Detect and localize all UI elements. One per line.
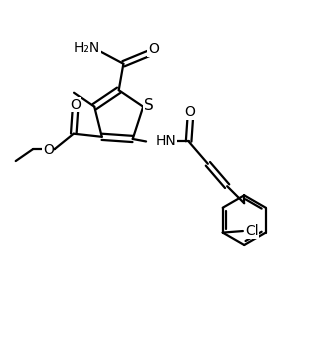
Text: O: O xyxy=(70,98,81,111)
Text: O: O xyxy=(148,42,159,56)
Text: S: S xyxy=(144,98,154,113)
Text: O: O xyxy=(43,143,54,157)
Text: HN: HN xyxy=(156,135,177,148)
Text: O: O xyxy=(185,105,196,119)
Text: H₂N: H₂N xyxy=(74,41,100,55)
Text: Cl: Cl xyxy=(245,224,258,238)
